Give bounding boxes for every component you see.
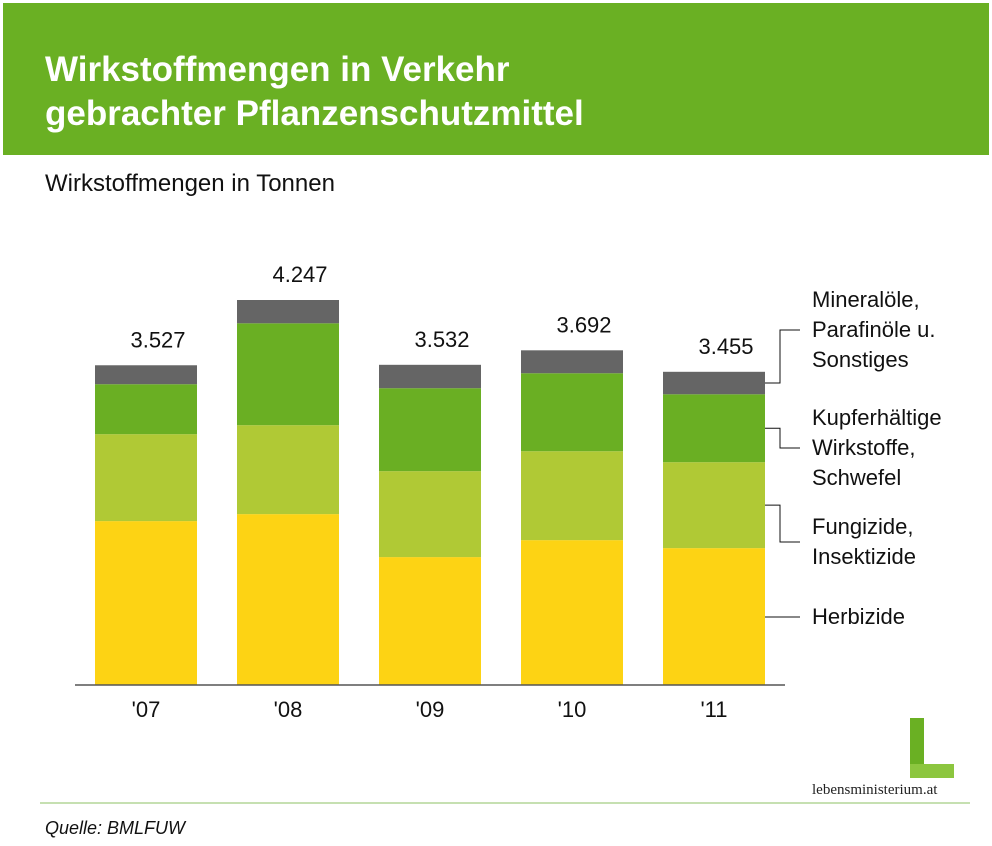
x-tick-label: '10 xyxy=(558,697,587,722)
bar-segment xyxy=(379,364,481,389)
legend-entry: Kupferhältige Wirkstoffe, Schwefel xyxy=(812,405,942,490)
chart-subtitle: Wirkstoffmengen in Tonnen xyxy=(45,170,335,197)
bar-segment xyxy=(663,462,765,549)
legend-leader xyxy=(765,427,800,449)
bar-segment xyxy=(237,300,339,324)
source: Quelle: BMLFUW xyxy=(45,818,186,838)
bar-segment xyxy=(95,434,197,522)
bar-segment xyxy=(379,471,481,558)
bar-segment xyxy=(521,540,623,685)
bar-segment xyxy=(237,425,339,515)
total-label: 4.247 xyxy=(272,262,327,287)
legend-leader xyxy=(765,329,800,384)
bar-segment xyxy=(237,514,339,685)
bar-segment xyxy=(237,323,339,426)
legend-entry: Herbizide xyxy=(812,604,905,629)
bar-segment xyxy=(663,548,765,685)
total-label: 3.455 xyxy=(698,334,753,359)
x-tick-label: '08 xyxy=(274,697,303,722)
bar-segment xyxy=(663,371,765,395)
header xyxy=(3,3,989,155)
legend-entry: Fungizide, Insektizide xyxy=(812,514,916,569)
bar-segment xyxy=(95,521,197,685)
bar-segment xyxy=(95,365,197,385)
total-label: 3.532 xyxy=(414,327,469,352)
legend-entry: Mineralöle, Parafinöle u. Sonstiges xyxy=(812,287,936,372)
x-tick-label: '07 xyxy=(132,697,161,722)
x-tick-label: '09 xyxy=(416,697,445,722)
bar-segment xyxy=(521,373,623,452)
chart-title: Wirkstoffmengen in Verkehr gebrachter Pf… xyxy=(45,50,584,133)
bar-segment xyxy=(95,384,197,435)
bar-segment xyxy=(521,451,623,541)
logo-text: lebensministerium.at xyxy=(812,782,938,798)
total-label: 3.692 xyxy=(556,312,611,337)
x-tick-label: '11 xyxy=(700,697,727,722)
logo xyxy=(910,718,954,778)
bar-segment xyxy=(521,350,623,374)
bar-segment xyxy=(663,394,765,463)
bar-segment xyxy=(379,388,481,472)
bar-segment xyxy=(379,557,481,685)
legend-leader xyxy=(765,504,800,543)
total-label: 3.527 xyxy=(130,327,185,352)
